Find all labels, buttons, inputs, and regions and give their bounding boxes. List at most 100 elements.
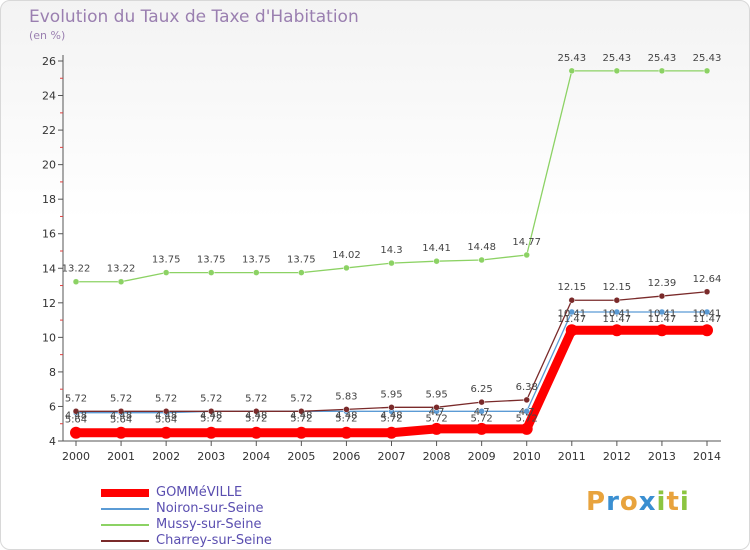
data-label: 25.43 bbox=[693, 53, 722, 64]
data-point-charrey-sur-seine bbox=[388, 404, 395, 411]
data-label: 11.47 bbox=[557, 314, 586, 325]
data-label: 25.43 bbox=[648, 53, 677, 64]
x-tick-label: 2007 bbox=[378, 450, 406, 463]
data-point-mussy-sur-seine bbox=[568, 67, 576, 75]
data-point-gomm-ville bbox=[520, 422, 533, 435]
data-label: 5.72 bbox=[425, 413, 447, 424]
data-point-gomm-ville bbox=[610, 324, 623, 337]
legend-swatch-mussy bbox=[101, 524, 149, 526]
y-tick-label: 4 bbox=[49, 435, 56, 448]
y-tick-label: 16 bbox=[42, 228, 56, 241]
data-label: 5.72 bbox=[471, 413, 493, 424]
data-label: 5.64 bbox=[65, 415, 87, 426]
logo-letter: x bbox=[638, 487, 657, 517]
data-point-charrey-sur-seine bbox=[162, 408, 170, 415]
data-point-mussy-sur-seine bbox=[478, 256, 485, 264]
data-point-gomm-ville bbox=[565, 324, 578, 337]
x-tick-label: 2002 bbox=[152, 450, 180, 463]
data-label: 10.41 bbox=[557, 308, 586, 319]
data-label: 4.48 bbox=[155, 411, 177, 422]
data-label: 5.83 bbox=[335, 391, 357, 402]
data-label: 5.72 bbox=[200, 413, 222, 424]
data-label: 5.72 bbox=[290, 413, 312, 424]
y-tick-label: 8 bbox=[49, 366, 56, 379]
data-point-mussy-sur-seine bbox=[658, 67, 666, 75]
y-tick-label: 24 bbox=[42, 90, 56, 103]
x-tick-label: 2012 bbox=[603, 450, 631, 463]
data-point-charrey-sur-seine bbox=[703, 288, 711, 296]
data-label: 11.47 bbox=[603, 314, 632, 325]
data-label: 14.77 bbox=[512, 237, 541, 248]
data-label: 12.39 bbox=[648, 278, 677, 289]
data-point-gomm-ville bbox=[205, 426, 218, 439]
data-label: 10.41 bbox=[648, 308, 677, 319]
data-point-gomm-ville bbox=[160, 426, 173, 439]
data-point-mussy-sur-seine bbox=[207, 269, 215, 276]
data-point-gomm-ville bbox=[340, 426, 353, 439]
x-tick-label: 2003 bbox=[197, 450, 225, 463]
y-tick-label: 12 bbox=[42, 297, 56, 310]
data-label: 13.75 bbox=[152, 255, 181, 266]
x-tick-label: 2008 bbox=[423, 450, 451, 463]
data-label: 5.72 bbox=[245, 413, 267, 424]
logo-letter: r bbox=[606, 487, 620, 517]
data-point-noiron-sur-seine bbox=[613, 308, 621, 316]
data-point-charrey-sur-seine bbox=[658, 292, 666, 300]
data-point-gomm-ville bbox=[701, 324, 713, 337]
data-point-mussy-sur-seine bbox=[703, 67, 711, 75]
data-label: 11.47 bbox=[693, 314, 722, 325]
legend-label-mussy: Mussy-sur-Seine bbox=[156, 517, 262, 532]
data-point-mussy-sur-seine bbox=[253, 269, 260, 276]
data-label: 4.48 bbox=[110, 411, 132, 422]
data-point-mussy-sur-seine bbox=[343, 264, 350, 272]
data-label: 4.7 bbox=[474, 407, 490, 418]
data-point-gomm-ville bbox=[430, 422, 443, 435]
data-point-gomm-ville bbox=[250, 426, 263, 439]
data-label: 5.72 bbox=[380, 413, 402, 424]
y-tick-label: 18 bbox=[42, 193, 56, 206]
x-tick-label: 2005 bbox=[287, 450, 315, 463]
data-point-gomm-ville bbox=[655, 324, 668, 337]
logo-letter: P bbox=[586, 487, 607, 517]
data-label: 14.02 bbox=[332, 250, 361, 261]
data-label: 4.48 bbox=[335, 411, 357, 422]
data-label: 5.95 bbox=[425, 389, 447, 400]
x-tick-label: 2009 bbox=[468, 450, 496, 463]
legend-swatch-noiron bbox=[101, 508, 149, 510]
legend-label-noiron: Noiron-sur-Seine bbox=[156, 501, 264, 516]
data-label: 6.25 bbox=[471, 384, 493, 395]
legend-label-charrey: Charrey-sur-Seine bbox=[156, 533, 272, 548]
chart-title: Evolution du Taux de Taxe d'Habitation bbox=[29, 7, 359, 27]
data-label: 6.38 bbox=[516, 382, 538, 393]
data-point-mussy-sur-seine bbox=[523, 251, 530, 259]
data-label: 13.75 bbox=[197, 255, 226, 266]
data-point-charrey-sur-seine bbox=[523, 396, 530, 404]
data-label: 14.41 bbox=[422, 243, 451, 254]
data-label: 5.72 bbox=[290, 393, 312, 404]
y-tick-label: 6 bbox=[49, 400, 56, 413]
data-point-gomm-ville bbox=[385, 426, 398, 439]
chart-subtitle: (en %) bbox=[29, 29, 66, 42]
data-label: 13.22 bbox=[62, 264, 91, 275]
data-point-charrey-sur-seine bbox=[72, 408, 80, 415]
data-label: 5.72 bbox=[65, 393, 87, 404]
data-label: 4.48 bbox=[380, 411, 402, 422]
data-label: 10.41 bbox=[603, 308, 632, 319]
y-tick-label: 26 bbox=[42, 55, 56, 68]
x-tick-label: 2000 bbox=[62, 450, 90, 463]
data-label: 4.48 bbox=[245, 411, 267, 422]
data-label: 5.72 bbox=[335, 413, 357, 424]
data-point-charrey-sur-seine bbox=[343, 406, 350, 413]
data-label: 14.48 bbox=[467, 242, 496, 253]
data-label: 4.48 bbox=[290, 411, 312, 422]
data-point-charrey-sur-seine bbox=[253, 408, 260, 415]
data-label: 5.72 bbox=[155, 393, 177, 404]
data-label: 12.64 bbox=[693, 274, 722, 285]
y-tick-label: 10 bbox=[42, 331, 56, 344]
logo-letter: o bbox=[619, 487, 639, 517]
data-point-mussy-sur-seine bbox=[613, 67, 621, 75]
data-point-gomm-ville bbox=[115, 426, 128, 439]
data-point-mussy-sur-seine bbox=[162, 269, 170, 276]
x-tick-label: 2011 bbox=[558, 450, 586, 463]
